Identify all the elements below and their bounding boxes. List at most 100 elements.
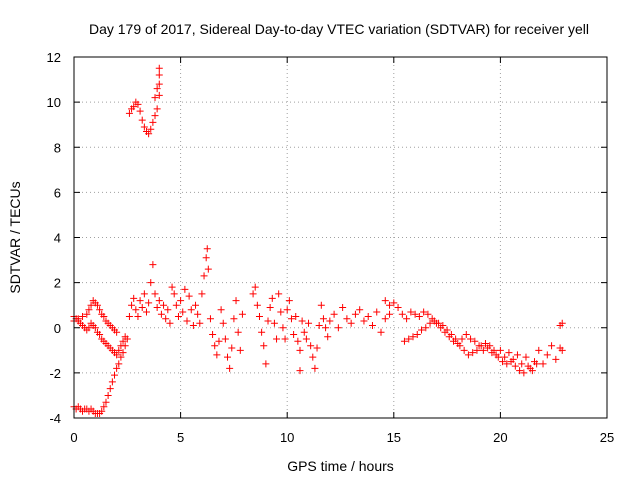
data-point [91, 324, 99, 332]
data-point [209, 331, 217, 339]
data-point [390, 299, 398, 307]
data-point [96, 331, 104, 339]
data-point [172, 301, 180, 309]
data-point [87, 301, 95, 309]
data-point [238, 310, 246, 318]
data-point [202, 254, 210, 262]
data-point [539, 360, 547, 368]
data-point [313, 344, 321, 352]
data-point [198, 290, 206, 298]
y-axis-label: SDTVAR / TECUs [7, 181, 23, 293]
data-point [381, 297, 389, 305]
data-point [260, 342, 268, 350]
data-point [85, 324, 93, 332]
data-point [548, 342, 556, 350]
data-point [528, 367, 536, 375]
data-point [192, 301, 200, 309]
data-point [511, 362, 519, 370]
y-tick-label: 10 [47, 95, 61, 110]
data-point [543, 351, 551, 359]
data-point [439, 321, 447, 329]
data-point [168, 283, 176, 291]
data-point [79, 312, 87, 320]
data-point [307, 342, 315, 350]
data-point [134, 100, 142, 108]
data-point [164, 306, 172, 314]
data-point [292, 312, 300, 320]
data-point [422, 324, 430, 332]
data-point [503, 360, 511, 368]
axis-ticks: 0 5 10 15 20 25 -4 -2 0 2 4 6 8 10 12 [47, 50, 615, 445]
data-point [405, 335, 413, 343]
data-point [206, 315, 214, 323]
data-point [142, 308, 150, 316]
data-point [249, 290, 257, 298]
data-point [398, 310, 406, 318]
data-point [170, 290, 178, 298]
data-points [70, 64, 566, 417]
data-point [189, 321, 197, 329]
data-point [147, 279, 155, 287]
data-point [177, 297, 185, 305]
data-point [535, 346, 543, 354]
data-point [151, 290, 159, 298]
data-point [136, 107, 144, 115]
x-tick-label: 5 [177, 430, 184, 445]
x-tick-label: 0 [70, 430, 77, 445]
data-point [134, 312, 142, 320]
data-point [533, 360, 541, 368]
data-point [96, 306, 104, 314]
data-point [221, 335, 229, 343]
data-point [258, 328, 266, 336]
data-point [104, 391, 112, 399]
data-point [277, 308, 285, 316]
data-point [253, 301, 261, 309]
data-point [217, 306, 225, 314]
data-point [418, 326, 426, 334]
data-point [181, 285, 189, 293]
data-point [322, 324, 330, 332]
data-point [113, 351, 121, 359]
data-point [153, 85, 161, 93]
data-point [373, 308, 381, 316]
data-point [368, 321, 376, 329]
data-point [83, 310, 91, 318]
data-point [296, 346, 304, 354]
data-point [347, 319, 355, 327]
data-point [140, 290, 148, 298]
x-tick-label: 10 [280, 430, 294, 445]
data-point [117, 342, 125, 350]
data-point [324, 333, 332, 341]
data-point [100, 403, 108, 411]
data-point [486, 342, 494, 350]
data-point [204, 265, 212, 273]
data-point [100, 312, 108, 320]
data-point [400, 337, 408, 345]
data-point [477, 342, 485, 350]
data-point [315, 321, 323, 329]
data-point [294, 337, 302, 345]
data-point [458, 335, 466, 343]
data-point [407, 308, 415, 316]
y-tick-label: 8 [54, 140, 61, 155]
data-point [351, 310, 359, 318]
data-point [290, 331, 298, 339]
data-point [251, 283, 259, 291]
data-point [174, 312, 182, 320]
data-point [155, 297, 163, 305]
data-point [74, 315, 82, 323]
data-point [435, 319, 443, 327]
data-point [420, 308, 428, 316]
data-point [121, 333, 129, 341]
data-point [516, 367, 524, 375]
y-tick-label: -4 [49, 411, 61, 426]
y-tick-label: 4 [54, 231, 61, 246]
data-point [411, 310, 419, 318]
data-point [155, 91, 163, 99]
data-point [130, 103, 138, 111]
data-point [93, 301, 101, 309]
data-point [85, 306, 93, 314]
data-point [334, 324, 342, 332]
data-point [151, 112, 159, 120]
